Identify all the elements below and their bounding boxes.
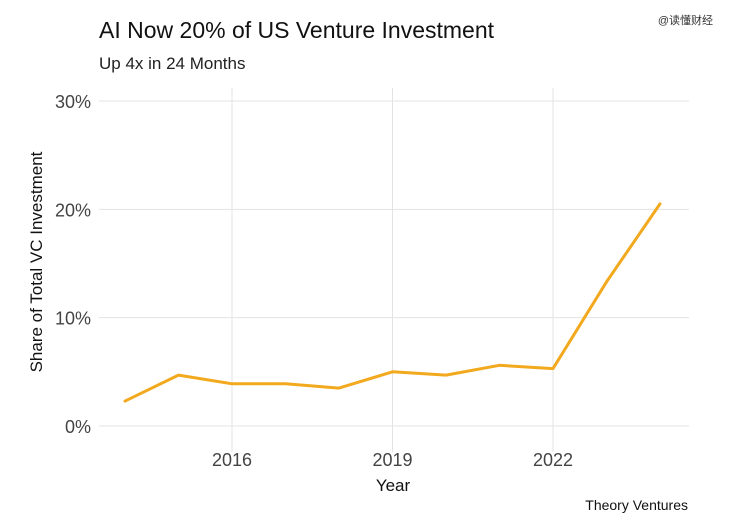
y-tick-label: 0% <box>65 417 91 437</box>
x-tick-label: 2016 <box>212 450 252 470</box>
y-tick-label: 30% <box>55 92 91 112</box>
x-tick-label: 2022 <box>533 450 573 470</box>
grid <box>99 88 689 452</box>
source-caption: Theory Ventures <box>585 497 688 513</box>
series-layer <box>123 202 662 403</box>
watermark: @读懂财经 <box>657 15 713 27</box>
x-tick-label: 2019 <box>372 450 412 470</box>
chart-subtitle: Up 4x in 24 Months <box>99 54 246 73</box>
y-axis-ticks: 0% 10% 20% 30% <box>55 92 91 437</box>
x-axis-ticks: 2016 2019 2022 <box>212 450 573 470</box>
y-axis-label: Share of Total VC Investment <box>27 151 46 372</box>
y-tick-label: 20% <box>55 200 91 220</box>
chart-title: AI Now 20% of US Venture Investment <box>99 17 495 43</box>
x-axis-label: Year <box>376 476 411 495</box>
y-tick-label: 10% <box>55 309 91 329</box>
